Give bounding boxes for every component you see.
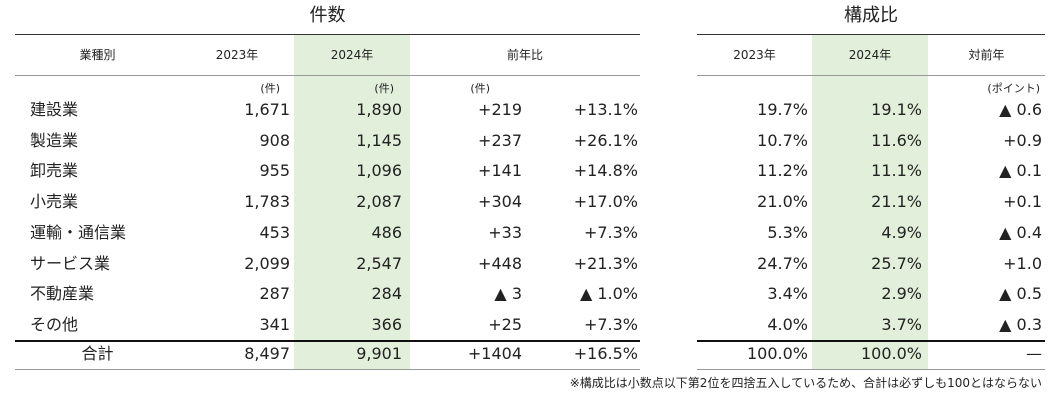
cell: ▲ 0.5 [999,284,1042,304]
cell: +14.8% [573,161,638,181]
section-title: 件数 [309,5,346,26]
cell: 366 [371,314,402,334]
cell: 1,671 [244,100,290,119]
cell: +21.3% [573,253,638,273]
rule [15,340,640,342]
total-cell: — [1026,344,1042,363]
cell: +0.1 [1003,192,1042,212]
cell: 19.7% [757,100,808,119]
column-header: 2024年 [330,48,374,62]
total-cell: +1404 [467,344,522,363]
cell: 25.7% [871,253,922,273]
cell: 1,783 [244,192,290,212]
footnote: ※構成比は小数点以下第2位を四捨五入しているため、合計は必ずしも100とはならな… [569,376,1042,390]
cell: 1,096 [356,161,402,181]
unit-label: (ポイント) [987,82,1040,95]
cell: 955 [259,161,290,181]
cell: +7.3% [583,222,638,242]
cell: 4.0% [767,314,808,334]
column-header: 対前年 [968,48,1005,62]
rule [15,34,640,35]
unit-label: (件) [374,82,394,95]
cell: 2.9% [881,284,922,304]
row-label: 建設業 [30,100,79,119]
cell: 10.7% [757,130,808,150]
cell: ▲ 0.1 [999,161,1042,181]
cell: +7.3% [583,314,638,334]
section-title: 構成比 [844,5,898,26]
cell: 5.3% [767,222,808,242]
cell: +219 [478,100,522,119]
cell: 908 [259,130,290,150]
rule [15,75,640,76]
cell: 11.2% [757,161,808,181]
cell: 287 [259,284,290,304]
cell: 284 [371,284,402,304]
cell: 21.1% [871,192,922,212]
cell: 453 [259,222,290,242]
cell: +13.1% [573,100,638,119]
cell: +17.0% [573,192,638,212]
cell: +304 [478,192,522,212]
cell: ▲ 0.3 [999,314,1042,334]
cell: +237 [478,130,522,150]
total-cell: 100.0% [860,344,922,363]
cell: ▲ 3 [494,284,522,304]
cell: 486 [371,222,402,242]
cell: +0.9 [1003,130,1042,150]
row-label: 不動産業 [30,284,95,304]
cell: 2,547 [356,253,402,273]
column-header: 2023年 [733,48,776,62]
cell: 2,099 [244,253,290,273]
cell: 11.6% [871,130,922,150]
rule [697,369,1045,370]
cell: ▲ 0.6 [999,100,1042,119]
unit-label: (件) [470,82,490,95]
cell: +33 [488,222,522,242]
cell: +26.1% [573,130,638,150]
rule [15,369,640,370]
cell: 4.9% [881,222,922,242]
rule [697,340,1045,342]
cell: +1.0 [1003,253,1042,273]
total-cell: +16.5% [573,344,638,363]
cell: 1,890 [356,100,402,119]
total-cell: 100.0% [746,344,808,363]
cell: 3.7% [881,314,922,334]
cell: 11.1% [871,161,922,181]
cell: 19.1% [871,100,922,119]
highlight-column [294,34,410,370]
rule [697,75,1045,76]
total-cell: 9,901 [356,344,402,363]
unit-label: (件) [260,82,280,95]
cell: 2,087 [356,192,402,212]
row-label: 製造業 [30,130,79,150]
total-cell: 8,497 [244,344,290,363]
row-label: 小売業 [30,192,79,212]
row-label: 運輸・通信業 [30,222,127,242]
cell: 341 [259,314,290,334]
column-header: 前年比 [506,48,543,62]
cell: +141 [478,161,522,181]
cell: 1,145 [356,130,402,150]
cell: ▲ 0.4 [999,222,1042,242]
row-label: その他 [30,314,79,334]
cell: +25 [488,314,522,334]
cell: ▲ 1.0% [579,284,638,304]
column-header: 業種別 [79,48,116,62]
column-header: 2023年 [215,48,259,62]
cell: 3.4% [767,284,808,304]
highlight-column [812,34,928,370]
row-label: サービス業 [30,253,111,273]
rule [697,34,1045,35]
cell: 24.7% [757,253,808,273]
total-label: 合計 [81,344,114,363]
cell: 21.0% [757,192,808,212]
row-label: 卸売業 [30,161,79,181]
column-header: 2024年 [848,48,892,62]
cell: +448 [478,253,522,273]
